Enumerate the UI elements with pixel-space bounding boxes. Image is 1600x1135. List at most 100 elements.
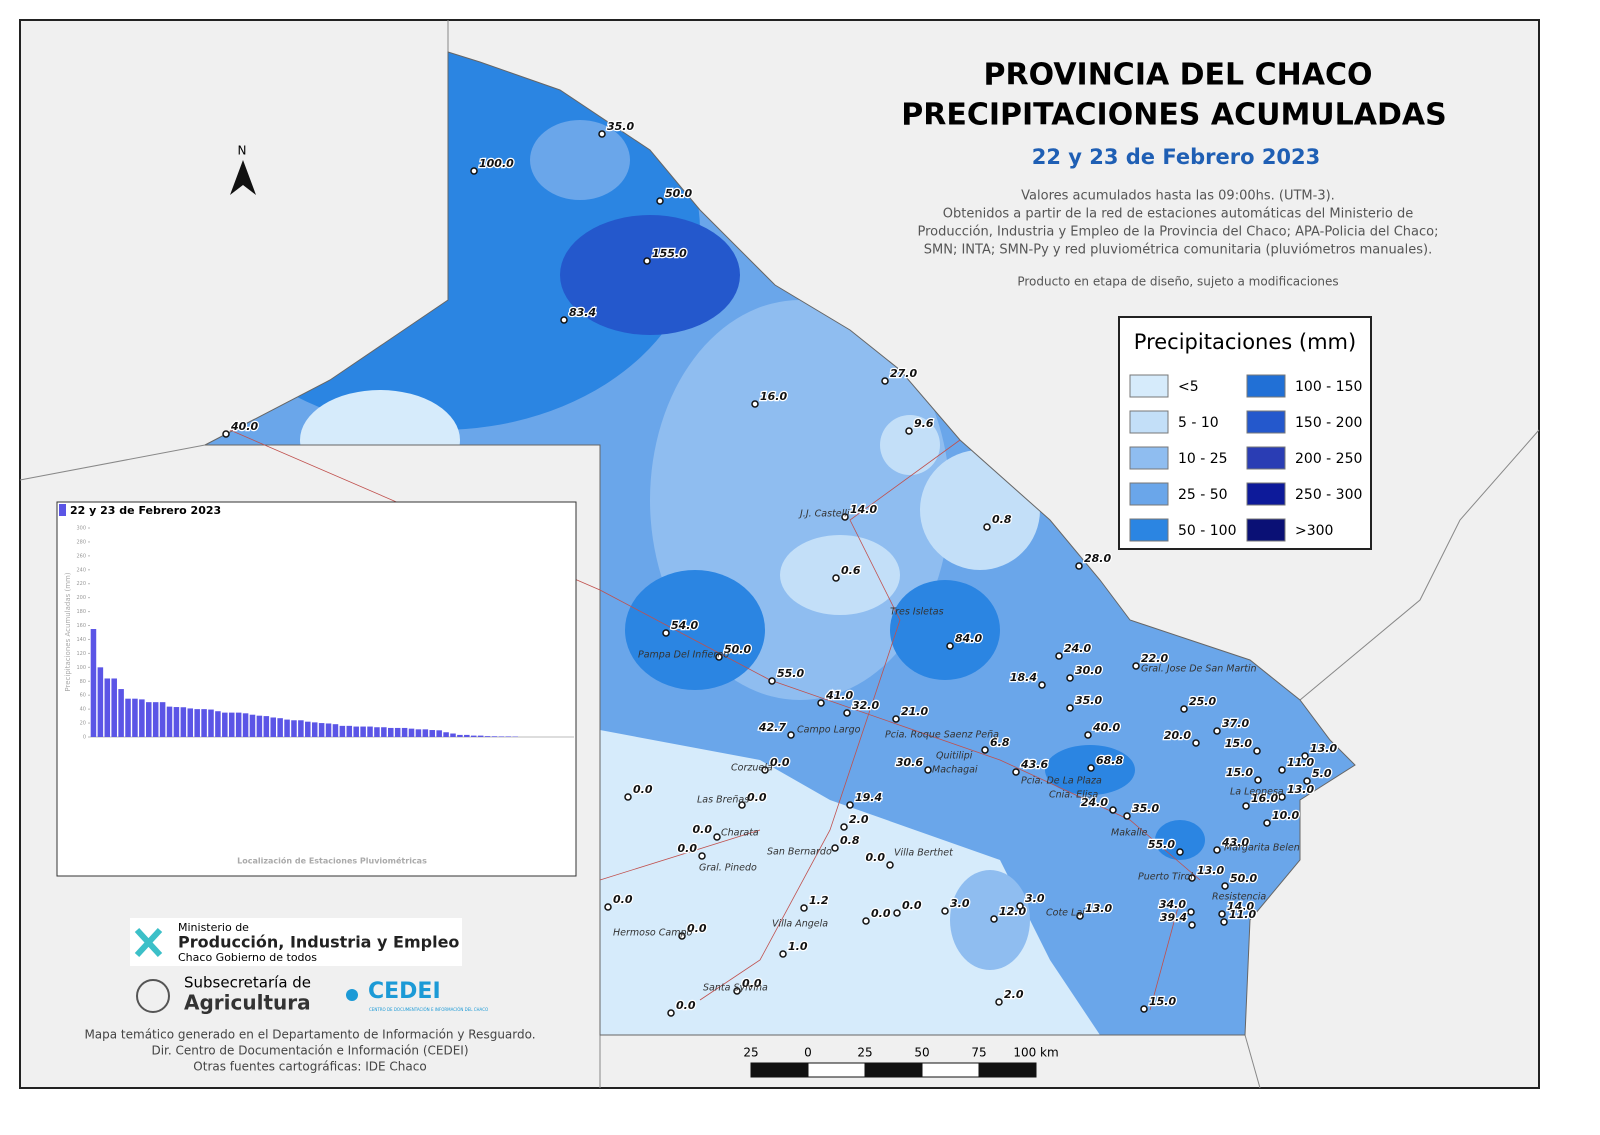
place-name: Tres Isletas bbox=[890, 607, 944, 618]
bar bbox=[319, 723, 325, 737]
note-line: Obtenidos a partir de la red de estacion… bbox=[943, 207, 1413, 222]
bar bbox=[105, 678, 111, 737]
station-dot bbox=[1214, 728, 1220, 734]
station-reading: 83.4 bbox=[569, 306, 596, 319]
station-reading: 0.0 bbox=[678, 842, 698, 855]
station-dot bbox=[1193, 740, 1199, 746]
station-dot bbox=[844, 710, 850, 716]
station-dot bbox=[996, 999, 1002, 1005]
legend-swatch bbox=[1130, 411, 1168, 433]
station-reading: 11.0 bbox=[1229, 908, 1256, 921]
footer-line: Dir. Centro de Documentación e Informaci… bbox=[151, 1044, 468, 1058]
y-tick-label: 260 bbox=[76, 553, 86, 559]
logo-text: Producción, Industria y Empleo bbox=[178, 933, 459, 952]
station-dot bbox=[625, 794, 631, 800]
station-dot bbox=[1013, 769, 1019, 775]
station-dot bbox=[841, 824, 847, 830]
bar bbox=[506, 736, 512, 737]
bar bbox=[215, 711, 221, 737]
station-reading: 20.0 bbox=[1164, 729, 1191, 742]
legend-swatch bbox=[1130, 447, 1168, 469]
station-dot bbox=[847, 802, 853, 808]
station-reading: 24.0 bbox=[1064, 642, 1091, 655]
bar bbox=[264, 716, 270, 737]
legend-swatch bbox=[1130, 483, 1168, 505]
station-dot bbox=[906, 428, 912, 434]
bar bbox=[291, 720, 297, 737]
station-reading: 35.0 bbox=[1132, 802, 1159, 815]
station-reading: 35.0 bbox=[607, 120, 634, 133]
place-name: Puerto Tirol bbox=[1138, 872, 1193, 883]
bar bbox=[160, 702, 166, 737]
station-reading: 3.0 bbox=[1025, 892, 1045, 905]
bar bbox=[478, 736, 484, 737]
station-dot bbox=[801, 905, 807, 911]
station-dot bbox=[893, 716, 899, 722]
station-reading: 34.0 bbox=[1159, 898, 1186, 911]
station-dot bbox=[833, 575, 839, 581]
station-dot bbox=[1056, 653, 1062, 659]
station-dot bbox=[780, 951, 786, 957]
legend-swatch bbox=[1130, 519, 1168, 541]
legend-title: Precipitaciones (mm) bbox=[1134, 330, 1356, 354]
station-dot bbox=[1141, 1006, 1147, 1012]
station-dot bbox=[882, 378, 888, 384]
station-dot bbox=[599, 131, 605, 137]
station-reading: 0.8 bbox=[992, 513, 1012, 526]
station-dot bbox=[1067, 675, 1073, 681]
station-dot bbox=[1243, 803, 1249, 809]
station-reading: 25.0 bbox=[1189, 695, 1216, 708]
station-reading: 0.0 bbox=[747, 791, 767, 804]
legend-label: 150 - 200 bbox=[1295, 415, 1362, 431]
bar bbox=[111, 678, 117, 737]
date: 22 y 23 de Febrero 2023 bbox=[1032, 145, 1321, 169]
legend-swatch bbox=[1247, 411, 1285, 433]
place-name: Cnia. Elisa bbox=[1049, 790, 1098, 801]
bar bbox=[229, 713, 235, 737]
station-reading: 42.7 bbox=[758, 721, 786, 734]
bar bbox=[374, 727, 380, 737]
station-dot bbox=[887, 862, 893, 868]
logo-text: CEDEI bbox=[368, 979, 441, 1004]
legend-swatch bbox=[1247, 519, 1285, 541]
logo-text: Agricultura bbox=[184, 991, 311, 1015]
bar bbox=[257, 716, 263, 737]
station-dot bbox=[769, 678, 775, 684]
scale-label: 25 bbox=[743, 1046, 758, 1060]
bar bbox=[270, 717, 276, 737]
station-dot bbox=[1088, 765, 1094, 771]
station-reading: 68.8 bbox=[1096, 754, 1123, 767]
place-name: Gral. Pinedo bbox=[699, 863, 757, 874]
legend-label: 10 - 25 bbox=[1178, 451, 1228, 467]
disclaimer: Producto en etapa de diseño, sujeto a mo… bbox=[1017, 275, 1338, 289]
station-dot bbox=[1219, 911, 1225, 917]
station-reading: 0.6 bbox=[841, 564, 861, 577]
station-reading: 11.0 bbox=[1287, 756, 1314, 769]
station-reading: 3.0 bbox=[950, 897, 970, 910]
logo-text: Chaco Gobierno de todos bbox=[178, 951, 317, 964]
bar bbox=[347, 726, 353, 737]
north-label: N bbox=[238, 144, 247, 158]
bar bbox=[492, 736, 498, 737]
station-dot bbox=[471, 168, 477, 174]
bar bbox=[360, 727, 366, 737]
inset-chart-frame bbox=[57, 502, 576, 876]
bar bbox=[450, 734, 456, 737]
station-dot bbox=[663, 630, 669, 636]
legend-swatch bbox=[1247, 447, 1285, 469]
y-tick-label: 200 bbox=[76, 595, 86, 601]
y-tick-label: 20 bbox=[80, 721, 86, 727]
station-dot bbox=[1189, 922, 1195, 928]
station-dot bbox=[1254, 748, 1260, 754]
bar bbox=[208, 710, 214, 737]
bar bbox=[340, 726, 346, 737]
note-line: Producción, Industria y Empleo de la Pro… bbox=[918, 225, 1439, 240]
station-dot bbox=[1039, 682, 1045, 688]
station-dot bbox=[714, 834, 720, 840]
bar bbox=[174, 707, 180, 737]
bar bbox=[305, 722, 311, 737]
bar bbox=[187, 708, 193, 737]
bar bbox=[146, 702, 152, 737]
station-reading: 84.0 bbox=[955, 632, 982, 645]
bar bbox=[201, 709, 207, 737]
